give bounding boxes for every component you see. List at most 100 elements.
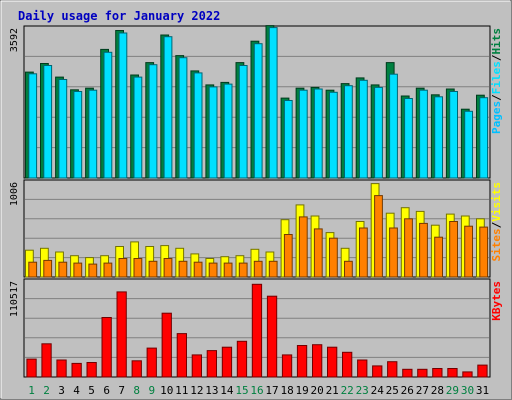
bar-kbytes-day-8 [131,360,142,378]
bar-kbytes-day-6 [101,317,112,378]
bar-sites-day-16 [253,260,263,278]
day-label-16: 16 [250,384,263,397]
legend-pages-files-hits: Pages/Files/Hits [490,28,503,134]
legend-separator: / [490,221,503,228]
bar-sites-day-14 [223,262,233,278]
bar-files-day-17 [268,27,278,179]
bar-sites-day-6 [103,262,113,278]
day-label-4: 4 [73,384,80,397]
bar-files-day-5 [88,89,98,179]
bar-files-day-7 [118,32,128,179]
day-label-15: 15 [235,384,248,397]
bar-kbytes-day-3 [56,359,67,378]
day-label-17: 17 [265,384,278,397]
bar-sites-day-17 [268,260,278,278]
day-label-1: 1 [28,384,35,397]
legend-item-kbytes: KBytes [490,281,503,321]
bar-sites-day-2 [43,259,53,278]
legend-sites-visits: Sites/Visits [490,182,503,262]
bar-sites-day-26 [404,218,413,278]
bar-sites-day-7 [118,258,128,278]
bar-sites-day-1 [28,261,38,278]
bar-kbytes-day-29 [447,368,458,378]
bar-sites-day-12 [193,261,203,278]
bar-files-day-1 [28,73,38,179]
chart-title: Daily usage for January 2022 [18,9,220,23]
day-label-6: 6 [103,384,110,397]
day-label-8: 8 [133,384,140,397]
day-label-14: 14 [220,384,234,397]
bar-kbytes-day-27 [417,368,428,378]
day-label-24: 24 [371,384,385,397]
bar-sites-day-19 [298,216,308,278]
day-label-2: 2 [43,384,50,397]
day-label-20: 20 [310,384,323,397]
bar-files-day-13 [208,86,218,179]
day-label-18: 18 [280,384,293,397]
bar-kbytes-day-30 [462,371,473,378]
day-label-3: 3 [58,384,65,397]
bar-kbytes-day-24 [372,365,383,378]
day-label-27: 27 [416,384,429,397]
day-label-28: 28 [431,384,444,397]
bar-kbytes-day-5 [86,362,97,378]
bar-kbytes-day-25 [387,361,398,378]
bar-sites-day-31 [479,226,489,278]
bar-files-day-29 [449,91,459,179]
bar-files-day-25 [389,73,398,179]
bar-kbytes-day-31 [477,364,488,378]
bar-kbytes-day-4 [71,362,82,378]
bar-files-day-4 [73,91,83,179]
bar-kbytes-day-16 [251,283,263,378]
bar-sites-day-8 [133,258,143,278]
legend-kbytes: KBytes [490,281,503,321]
legend-item-sites: Sites [490,228,503,261]
bar-files-day-19 [298,89,308,179]
bar-sites-day-9 [148,260,158,278]
bar-kbytes-day-22 [342,351,353,378]
day-label-7: 7 [118,384,125,397]
bar-files-day-15 [238,65,248,179]
bar-sites-day-24 [374,195,383,278]
day-label-9: 9 [148,384,155,397]
bar-sites-day-23 [359,227,368,278]
bar-sites-day-5 [88,263,98,278]
panels-layer: 3592 1006 110517 [9,25,491,378]
bar-files-day-24 [374,86,383,179]
bar-kbytes-day-17 [266,295,278,378]
bar-kbytes-day-9 [146,347,157,378]
bar-kbytes-day-20 [312,344,323,378]
bar-files-day-26 [404,98,413,179]
day-label-10: 10 [160,384,173,397]
legend-separator: / [490,94,503,101]
bar-files-day-30 [464,110,474,179]
day-label-12: 12 [190,384,203,397]
day-label-29: 29 [446,384,459,397]
bar-files-day-22 [344,85,353,179]
day-label-30: 30 [461,384,474,397]
bar-files-day-23 [359,79,368,179]
bar-files-day-31 [479,97,489,179]
bar-kbytes-day-28 [432,368,443,378]
day-label-22: 22 [341,384,354,397]
bar-kbytes-day-21 [327,346,338,378]
legend-separator: / [490,54,503,61]
bar-kbytes-day-12 [191,354,202,378]
bar-sites-day-21 [329,237,338,278]
day-label-5: 5 [88,384,95,397]
bar-files-day-12 [193,72,203,179]
bar-files-day-11 [178,57,188,179]
bar-kbytes-day-13 [206,350,217,378]
bar-kbytes-day-10 [161,312,172,378]
bar-sites-day-29 [449,221,459,278]
bar-sites-day-13 [208,262,218,278]
day-label-25: 25 [386,384,399,397]
bar-kbytes-day-11 [176,333,187,378]
bar-sites-day-15 [238,262,248,278]
panel-kbytes: 110517 [9,278,491,378]
day-label-19: 19 [295,384,308,397]
bar-kbytes-day-14 [221,346,233,378]
legend-item-visits: Visits [490,182,503,222]
